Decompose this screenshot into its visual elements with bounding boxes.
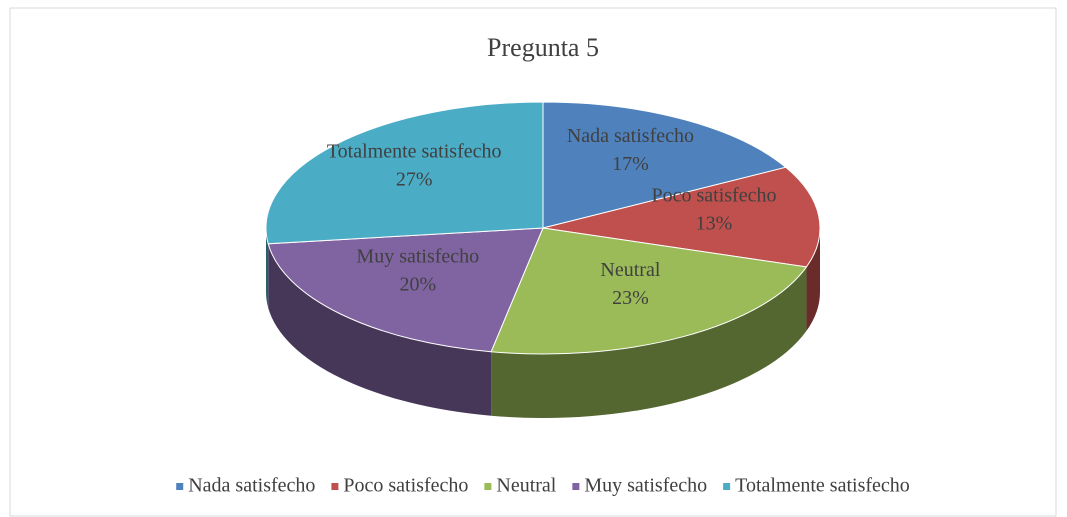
slice-label-value: 13% — [696, 212, 733, 234]
slice-side — [491, 266, 807, 418]
slice-label: Neutral 23% — [600, 259, 660, 309]
slice-label-category: Neutral — [600, 259, 660, 281]
legend-label: Muy satisfecho — [584, 475, 707, 497]
slice-label: Muy satisfecho 20% — [356, 245, 479, 295]
slice-label-category: Muy satisfecho — [356, 245, 479, 267]
slice — [265, 101, 544, 245]
legend-swatch — [572, 483, 580, 490]
legend-label: Poco satisfecho — [343, 475, 468, 497]
slice-label-value: 23% — [612, 287, 649, 309]
slice-label-category: Totalmente satisfecho — [327, 140, 502, 162]
slice-side — [806, 228, 820, 331]
legend-swatch — [723, 483, 731, 490]
slice — [267, 227, 544, 353]
slice-side — [266, 228, 269, 308]
chart-title: Pregunta 5 — [487, 33, 599, 62]
slice-label-category: Nada satisfecho — [567, 124, 694, 146]
legend: Nada satisfecho Poco satisfecho Neutral Muy… — [176, 475, 910, 497]
slice-label-value: 17% — [612, 152, 649, 174]
slice-label-category: Poco satisfecho — [651, 184, 776, 206]
legend-swatch — [484, 483, 492, 490]
legend-swatch — [331, 483, 339, 490]
legend-label: Totalmente satisfecho — [735, 475, 910, 497]
legend-label: Neutral — [496, 475, 556, 497]
slice-label-value: 20% — [399, 273, 436, 295]
legend-label: Nada satisfecho — [188, 475, 315, 497]
legend-swatch — [176, 483, 184, 490]
slice — [490, 227, 808, 355]
slice — [542, 166, 821, 268]
slice-label: Poco satisfecho 13% — [651, 184, 776, 234]
slice-label: Nada satisfecho 17% — [567, 124, 694, 174]
slice-label: Totalmente satisfecho 27% — [327, 140, 502, 190]
slice — [542, 101, 787, 229]
slice-label-value: 27% — [396, 168, 433, 190]
